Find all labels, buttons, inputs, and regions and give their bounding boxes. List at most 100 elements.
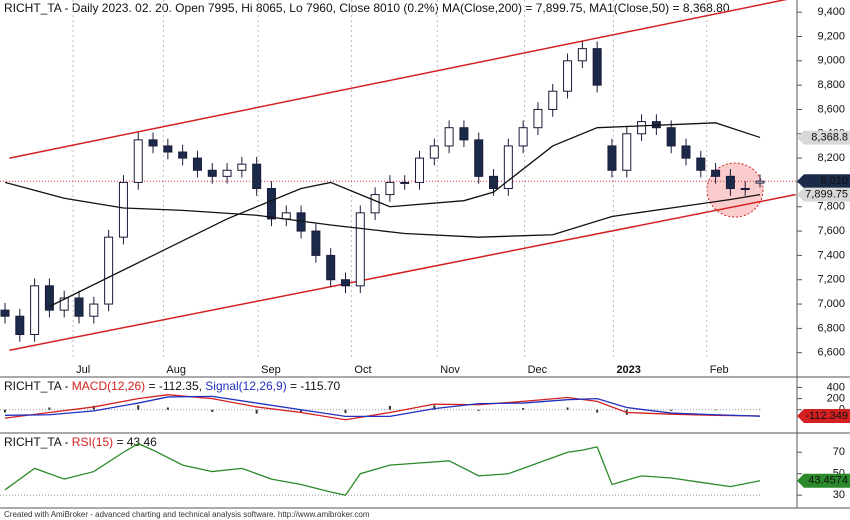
chart-title: RICHT_TA - Daily 2023. 02. 20. Open 7995…: [4, 1, 730, 15]
candle-body: [415, 157, 425, 183]
series-line: [49, 122, 761, 308]
candle-body: [666, 127, 676, 147]
y-tick-label: 8,800: [817, 79, 845, 91]
candle-body: [59, 297, 69, 311]
candle-body: [133, 139, 143, 183]
candle-body: [104, 236, 114, 305]
series-line: [4, 181, 761, 238]
histogram-bar: [137, 405, 140, 410]
candle-body: [30, 285, 40, 335]
candle-body: [429, 145, 439, 159]
candle-body: [489, 175, 499, 190]
histogram-bar: [344, 409, 347, 414]
y-tick-label: 7,600: [817, 225, 845, 237]
candle-body: [444, 127, 454, 147]
candle-body: [533, 108, 543, 129]
candle-body: [577, 48, 587, 62]
candle-body: [385, 181, 395, 196]
price-label-box: [797, 130, 850, 145]
title-part: Signal(12,26,9): [205, 379, 286, 393]
candle-body: [252, 163, 262, 190]
histogram-bar: [255, 409, 258, 414]
histogram-bar: [714, 409, 717, 411]
series-line: [4, 442, 761, 496]
price-label-box: [797, 408, 850, 423]
histogram-bar: [388, 405, 391, 410]
price-label: 43.4574: [808, 475, 848, 487]
candle-body: [474, 139, 484, 177]
histogram-bar: [596, 409, 599, 413]
histogram-bar: [166, 407, 169, 410]
candle-body: [696, 157, 706, 171]
candle-body: [563, 60, 573, 92]
series-line: [4, 394, 761, 421]
candle-body: [148, 139, 158, 147]
candle-body: [281, 212, 291, 220]
candle-body: [548, 90, 558, 110]
y-tick-label: 9,400: [817, 6, 845, 18]
histogram-bar: [477, 409, 480, 411]
candle-body: [681, 145, 691, 159]
histogram-bar: [48, 407, 51, 410]
histogram-bar: [92, 405, 95, 410]
candle-body: [592, 48, 602, 86]
candle-body: [89, 303, 99, 317]
y-tick-label: 9,200: [817, 30, 845, 42]
candle-body: [725, 175, 735, 190]
y-tick-label: 400: [827, 381, 845, 393]
histogram-bar: [522, 408, 525, 410]
candle-body: [637, 121, 647, 135]
histogram-bar: [670, 409, 673, 411]
pane-title: RICHT_TA - RSI(15) = 43.46: [4, 435, 157, 449]
y-tick-label: 30: [833, 489, 845, 501]
y-tick-label: 8,600: [817, 103, 845, 115]
title-part: RSI(15): [72, 435, 113, 449]
x-tick-label: Feb: [710, 364, 729, 376]
candle-body: [266, 188, 276, 220]
y-tick-label: 6,800: [817, 322, 845, 334]
candle-body: [622, 133, 632, 171]
candle-body: [355, 212, 365, 287]
channel-line: [9, 193, 796, 352]
y-tick-label: 8,200: [817, 152, 845, 164]
price-label-box: [797, 174, 850, 189]
candle-body: [459, 127, 469, 141]
x-tick-label: Aug: [166, 364, 186, 376]
candle-body: [163, 145, 173, 153]
candle-body: [0, 309, 10, 317]
title-part: = 43.46: [113, 435, 157, 449]
histogram-bar: [433, 405, 436, 410]
histogram-bar: [566, 407, 569, 410]
price-label: 8,368.8: [811, 131, 848, 143]
candle-body: [740, 188, 750, 191]
y-tick-label: 70: [833, 446, 845, 458]
price-label: 7,899.75: [805, 189, 848, 201]
series-line: [4, 395, 761, 418]
candle-body: [518, 127, 528, 147]
title-part: = -112.35,: [145, 379, 205, 393]
candle-body: [326, 254, 336, 281]
histogram-bar: [211, 409, 214, 412]
histogram-bar: [300, 409, 303, 413]
y-tick-label: 200: [827, 393, 845, 405]
y-tick-label: 7,000: [817, 298, 845, 310]
x-tick-label: Jul: [76, 364, 90, 376]
title-part: MACD(12,26): [72, 379, 145, 393]
candle-body: [607, 145, 617, 171]
candle-body: [503, 145, 513, 190]
candle-body: [118, 181, 128, 238]
price-label-box: [797, 187, 850, 202]
y-tick-label: 7,200: [817, 274, 845, 286]
x-tick-label: Sep: [261, 364, 281, 376]
candle-body: [755, 180, 765, 184]
candle-body: [711, 169, 721, 177]
candle-body: [311, 230, 321, 256]
channel-line: [9, 0, 788, 159]
x-tick-label: Nov: [440, 364, 460, 376]
x-tick-label: Oct: [354, 364, 371, 376]
candle-body: [340, 279, 350, 287]
x-tick-label: Dec: [528, 364, 548, 376]
candle-body: [400, 181, 410, 184]
candle-body: [74, 297, 84, 317]
